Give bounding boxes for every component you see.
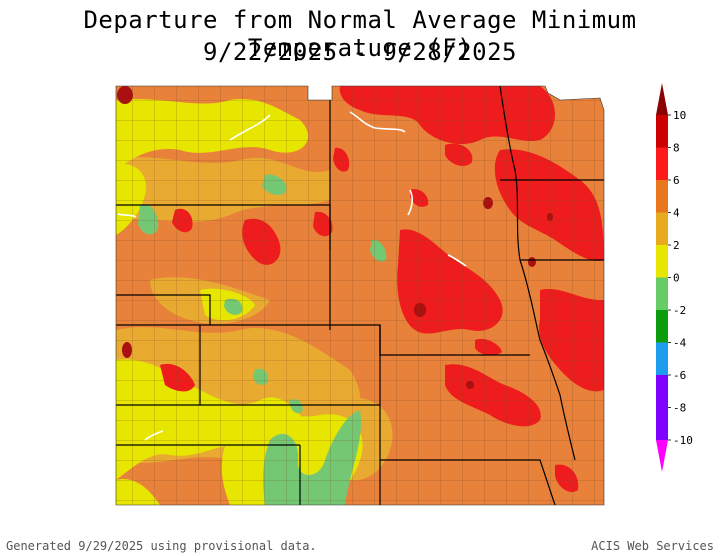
rivers (117, 111, 467, 441)
legend-arrow-top (656, 83, 668, 115)
map-outline (115, 85, 605, 506)
legend-tick-label: 4 (673, 207, 680, 220)
legend-band (656, 407, 668, 440)
legend-band (656, 277, 668, 311)
legend-band (656, 375, 668, 408)
map-field (116, 86, 604, 505)
legend-tick-label: -6 (673, 369, 686, 382)
legend-tick-label: 6 (673, 174, 680, 187)
generated-note: Generated 9/29/2025 using provisional da… (6, 539, 317, 553)
legend-tick-label: 10 (673, 109, 686, 122)
legend-band (656, 212, 668, 246)
legend-tick-label: -2 (673, 304, 686, 317)
legend-tick-label: 8 (673, 142, 680, 155)
legend-band (656, 180, 668, 213)
state-borders (116, 86, 604, 505)
legend-band (656, 245, 668, 278)
legend-arrow-bottom (656, 440, 668, 472)
legend-band (656, 310, 668, 343)
legend-tick-label: -10 (673, 434, 693, 447)
legend-tick-label: 2 (673, 239, 680, 252)
map-title: Departure from Normal Average Minimum Te… (83, 6, 637, 62)
map-date-range: 9/22/2025 - 9/28/2025 (203, 38, 517, 66)
legend-band (656, 342, 668, 376)
legend-tick-label: 0 (673, 272, 680, 285)
legend-band (656, 147, 668, 181)
source-credit: ACIS Web Services (591, 539, 714, 553)
legend-band (656, 115, 668, 148)
legend-tick-label: -8 (673, 402, 686, 415)
legend-tick-label: -4 (673, 337, 687, 350)
